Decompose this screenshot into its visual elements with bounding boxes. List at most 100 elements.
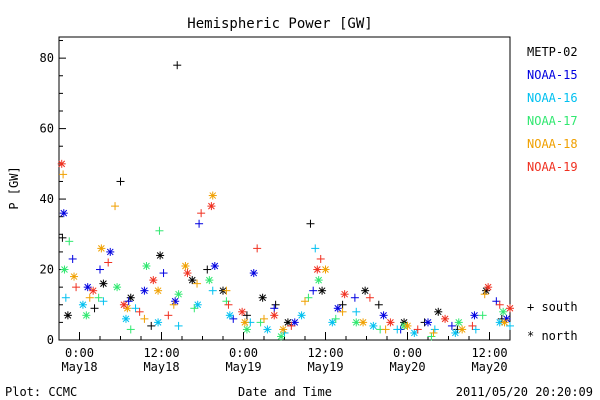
footer-plot-credit: Plot: CCMC bbox=[5, 385, 77, 399]
data-point bbox=[210, 262, 219, 271]
data-point bbox=[271, 300, 280, 309]
data-point bbox=[283, 318, 292, 327]
data-point bbox=[365, 293, 374, 302]
data-point bbox=[331, 314, 340, 323]
data-point bbox=[499, 307, 508, 316]
x-tick-label-time: 12:00 bbox=[143, 346, 179, 360]
data-point bbox=[126, 325, 135, 334]
legend-entry: NOAA-19 bbox=[527, 160, 578, 174]
y-tick-label: 0 bbox=[47, 333, 54, 347]
data-point bbox=[270, 304, 279, 313]
data-point bbox=[140, 314, 149, 323]
y-tick-label: 80 bbox=[40, 51, 54, 65]
data-point bbox=[386, 318, 395, 327]
data-point bbox=[424, 318, 432, 327]
data-point bbox=[173, 61, 182, 70]
legend-marker-entry: + south bbox=[527, 300, 578, 314]
data-point bbox=[57, 159, 66, 168]
data-point bbox=[225, 311, 234, 320]
data-point bbox=[240, 318, 249, 327]
data-point bbox=[279, 325, 288, 334]
data-point bbox=[171, 297, 180, 306]
data-point bbox=[361, 286, 370, 295]
data-point bbox=[116, 177, 125, 186]
data-point bbox=[121, 314, 130, 323]
data-point bbox=[156, 251, 165, 260]
legend-entry: NOAA-16 bbox=[527, 91, 578, 105]
data-point bbox=[379, 311, 388, 320]
x-tick-label-time: 0:00 bbox=[65, 346, 94, 360]
data-point bbox=[222, 297, 231, 306]
data-point bbox=[190, 304, 199, 313]
data-point bbox=[434, 307, 443, 316]
data-point bbox=[197, 209, 206, 218]
data-point bbox=[304, 293, 313, 302]
data-point bbox=[410, 328, 419, 337]
data-point bbox=[70, 272, 79, 281]
data-point bbox=[85, 293, 94, 302]
data-point bbox=[381, 325, 390, 334]
data-point bbox=[229, 314, 238, 323]
data-point bbox=[287, 321, 296, 330]
y-tick-label: 60 bbox=[40, 122, 54, 136]
data-point bbox=[65, 237, 74, 246]
data-point bbox=[484, 283, 493, 292]
data-point bbox=[311, 244, 320, 253]
data-point bbox=[99, 279, 108, 288]
data-point bbox=[495, 300, 504, 309]
plot-frame bbox=[58, 36, 511, 341]
data-point bbox=[147, 321, 156, 330]
x-tick-label-time: 0:00 bbox=[393, 346, 422, 360]
legend-entry: METP-02 bbox=[527, 45, 578, 59]
data-point bbox=[59, 170, 68, 179]
chart-title: Hemispheric Power [GW] bbox=[187, 16, 372, 32]
data-point bbox=[154, 318, 163, 327]
data-point bbox=[124, 297, 133, 306]
data-point bbox=[203, 265, 212, 274]
data-point bbox=[290, 318, 299, 327]
data-point bbox=[207, 202, 216, 211]
legend-entry: NOAA-18 bbox=[527, 137, 578, 151]
data-point bbox=[350, 293, 359, 302]
data-point bbox=[258, 293, 267, 302]
data-point bbox=[478, 311, 487, 320]
data-point bbox=[135, 307, 144, 316]
data-point bbox=[169, 300, 178, 309]
data-point bbox=[468, 321, 477, 330]
data-point bbox=[174, 290, 183, 299]
data-point bbox=[188, 276, 197, 285]
data-point bbox=[313, 265, 322, 274]
data-point bbox=[403, 321, 412, 330]
data-point bbox=[72, 283, 81, 292]
y-axis: 0 20 40 60 80 bbox=[40, 40, 66, 347]
y-tick-label: 20 bbox=[40, 263, 54, 277]
data-point bbox=[90, 304, 99, 313]
data-point bbox=[413, 325, 422, 334]
data-point bbox=[427, 332, 436, 341]
data-point bbox=[96, 265, 104, 274]
data-point bbox=[318, 286, 327, 295]
data-point bbox=[104, 258, 113, 267]
data-point bbox=[193, 300, 202, 309]
data-point bbox=[495, 318, 504, 327]
data-point bbox=[142, 262, 151, 271]
data-point bbox=[68, 254, 77, 263]
data-point bbox=[359, 318, 368, 327]
data-point bbox=[94, 293, 103, 302]
data-point bbox=[106, 247, 115, 256]
data-point bbox=[181, 262, 190, 271]
data-point bbox=[309, 286, 318, 295]
data-point bbox=[321, 265, 330, 274]
data-point bbox=[164, 311, 173, 320]
data-point bbox=[338, 307, 347, 316]
data-point bbox=[242, 325, 251, 334]
data-point bbox=[253, 244, 262, 253]
data-point bbox=[260, 314, 268, 323]
data-point bbox=[256, 318, 265, 327]
data-point bbox=[193, 279, 202, 288]
x-axis-label: Date and Time bbox=[238, 385, 332, 399]
data-point bbox=[224, 300, 233, 309]
x-axis: 0:00May1812:00May180:00May1912:00May190:… bbox=[61, 332, 508, 374]
data-point bbox=[480, 290, 489, 299]
